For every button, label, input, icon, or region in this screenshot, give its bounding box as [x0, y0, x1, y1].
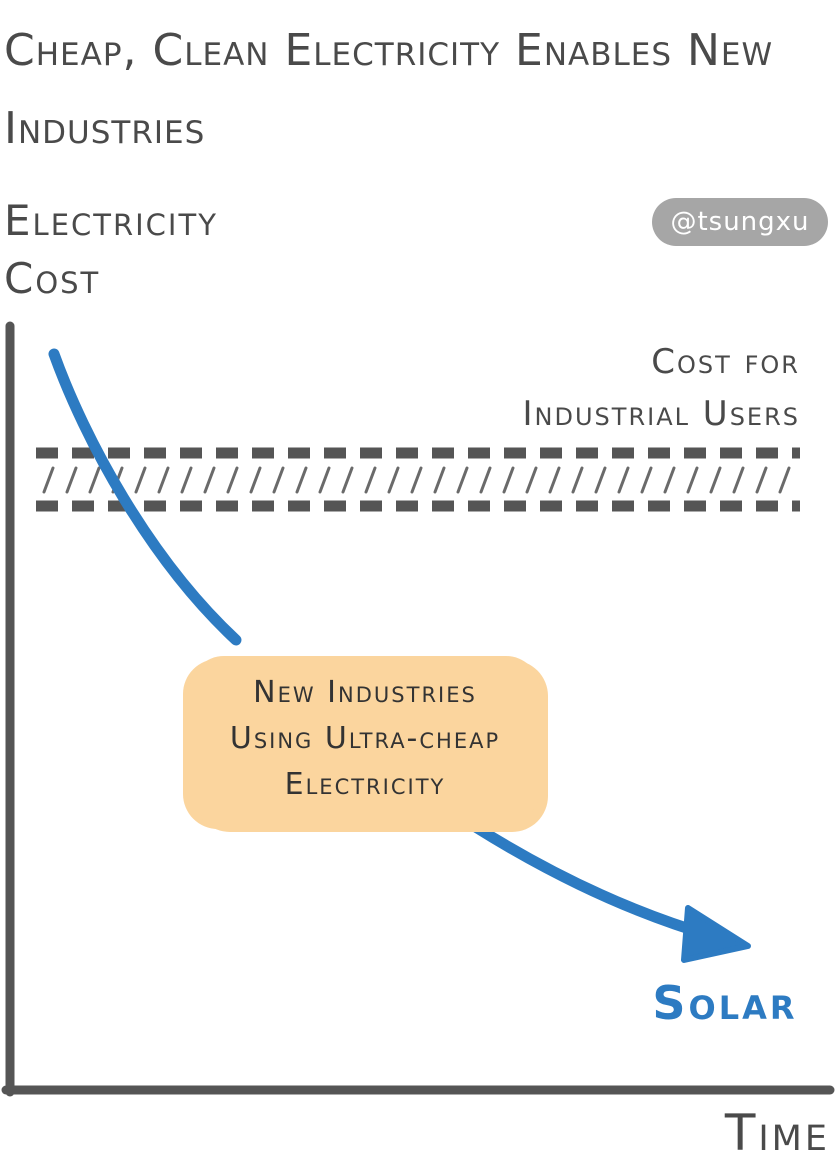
x-axis-label: Time [724, 1104, 830, 1162]
band-hatch-stroke [594, 466, 607, 494]
band-hatch-stroke [134, 466, 147, 494]
band-hatch-stroke [732, 466, 745, 494]
annotation-callout: New Industries Using Ultra-cheap Electri… [190, 656, 540, 824]
band-hatch-stroke [410, 466, 423, 494]
band-hatch-stroke [709, 466, 722, 494]
band-hatch-stroke [65, 466, 78, 494]
band-hatch-stroke [502, 466, 515, 494]
industrial-cost-band [36, 447, 800, 512]
band-hatch-stroke [686, 466, 699, 494]
solar-curve-lower [468, 820, 718, 942]
band-hatch-stroke [663, 466, 676, 494]
band-hatch-stroke [755, 466, 768, 494]
band-hatch-stroke [640, 466, 653, 494]
band-hatch-stroke [88, 466, 101, 494]
band-hatch-stroke [571, 466, 584, 494]
y-axis-label: Electricity Cost [4, 196, 218, 303]
threshold-label: Cost for Industrial Users [522, 342, 800, 434]
band-hatch-stroke [456, 466, 469, 494]
band-hatch-stroke [433, 466, 446, 494]
chart-title: Cheap, Clean Electricity Enables New Ind… [4, 25, 774, 154]
band-hatch-stroke [341, 466, 354, 494]
solar-curve-upper [48, 348, 242, 646]
band-hatch-stroke [387, 466, 400, 494]
band-hatch-stroke [157, 466, 170, 494]
band-hatch-stroke [226, 466, 239, 494]
band-hatch-stroke [295, 466, 308, 494]
band-hatch-stroke [272, 466, 285, 494]
band-hatch-stroke [249, 466, 262, 494]
band-hatch-stroke [364, 466, 377, 494]
series-label-solar: Solar [652, 976, 798, 1030]
band-hatch-stroke [548, 466, 561, 494]
band-hatch-stroke [318, 466, 331, 494]
band-hatching [42, 466, 791, 494]
annotation-text: New Industries Using Ultra-cheap Electri… [229, 675, 501, 802]
band-hatch-stroke [778, 466, 791, 494]
band-hatch-stroke [203, 466, 216, 494]
band-hatch-stroke [42, 466, 55, 494]
solar-arrowhead [681, 905, 751, 963]
band-hatch-stroke [479, 466, 492, 494]
band-hatch-stroke [525, 466, 538, 494]
band-hatch-stroke [617, 466, 630, 494]
band-hatch-stroke [180, 466, 193, 494]
author-credit-badge: @tsungxu [652, 198, 828, 246]
